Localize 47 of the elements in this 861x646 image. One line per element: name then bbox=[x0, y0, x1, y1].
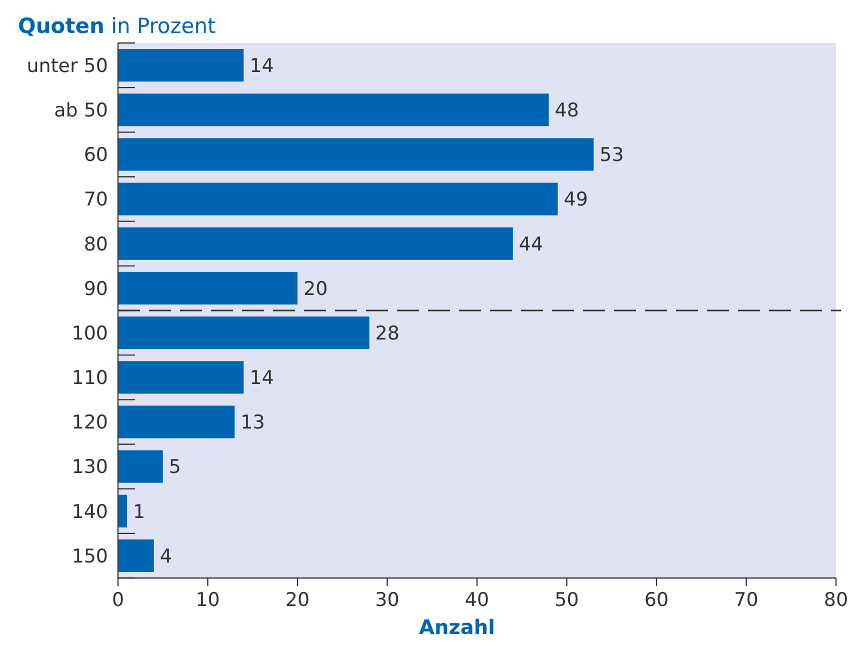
bar bbox=[118, 494, 127, 528]
bar bbox=[118, 361, 244, 394]
bar bbox=[118, 182, 558, 216]
x-tick-label: 50 bbox=[554, 589, 579, 611]
bar bbox=[118, 227, 513, 260]
data-label: 49 bbox=[564, 188, 588, 211]
y-tick-label: ab 50 bbox=[54, 100, 108, 122]
bar bbox=[118, 49, 244, 82]
data-label: 28 bbox=[375, 322, 400, 344]
y-axis-title: Quoten in Prozent bbox=[18, 14, 216, 38]
y-tick-label: 80 bbox=[84, 233, 108, 256]
data-label: 13 bbox=[240, 412, 265, 434]
y-tick-label: 140 bbox=[72, 500, 108, 523]
bar bbox=[118, 138, 594, 171]
bar bbox=[118, 272, 298, 304]
bar bbox=[118, 94, 549, 126]
y-tick-label: 60 bbox=[84, 144, 108, 166]
y-tick-label: 110 bbox=[72, 367, 108, 390]
data-label: 20 bbox=[304, 278, 328, 300]
data-label: 1 bbox=[132, 500, 146, 523]
y-tick-label: 70 bbox=[84, 188, 108, 211]
data-label: 14 bbox=[250, 54, 274, 77]
x-tick-label: 70 bbox=[734, 589, 758, 611]
data-label: 5 bbox=[168, 456, 181, 478]
x-axis-title: Anzahl bbox=[419, 615, 495, 639]
y-tick-label: 100 bbox=[72, 322, 108, 344]
bar bbox=[118, 406, 235, 438]
y-tick-label: 150 bbox=[72, 545, 108, 568]
y-tick-label: 130 bbox=[72, 456, 108, 478]
x-tick-label: 60 bbox=[644, 589, 669, 611]
bar bbox=[118, 539, 154, 572]
x-tick-label: 40 bbox=[464, 589, 490, 611]
bar bbox=[118, 450, 163, 483]
data-label: 48 bbox=[554, 100, 579, 122]
x-tick-label: 30 bbox=[375, 589, 400, 611]
data-label: 14 bbox=[250, 367, 274, 390]
x-tick-label: 0 bbox=[112, 589, 124, 611]
data-label: 53 bbox=[600, 144, 624, 166]
data-label: 4 bbox=[160, 545, 172, 568]
bar bbox=[118, 316, 370, 350]
x-tick-label: 10 bbox=[196, 589, 220, 611]
x-tick-label: 20 bbox=[285, 589, 310, 611]
x-tick-label: 80 bbox=[824, 589, 848, 611]
y-tick-label: 120 bbox=[72, 412, 108, 434]
data-label: 44 bbox=[518, 233, 544, 256]
y-tick-label: 90 bbox=[84, 278, 108, 300]
y-tick-label: unter 50 bbox=[26, 54, 108, 77]
